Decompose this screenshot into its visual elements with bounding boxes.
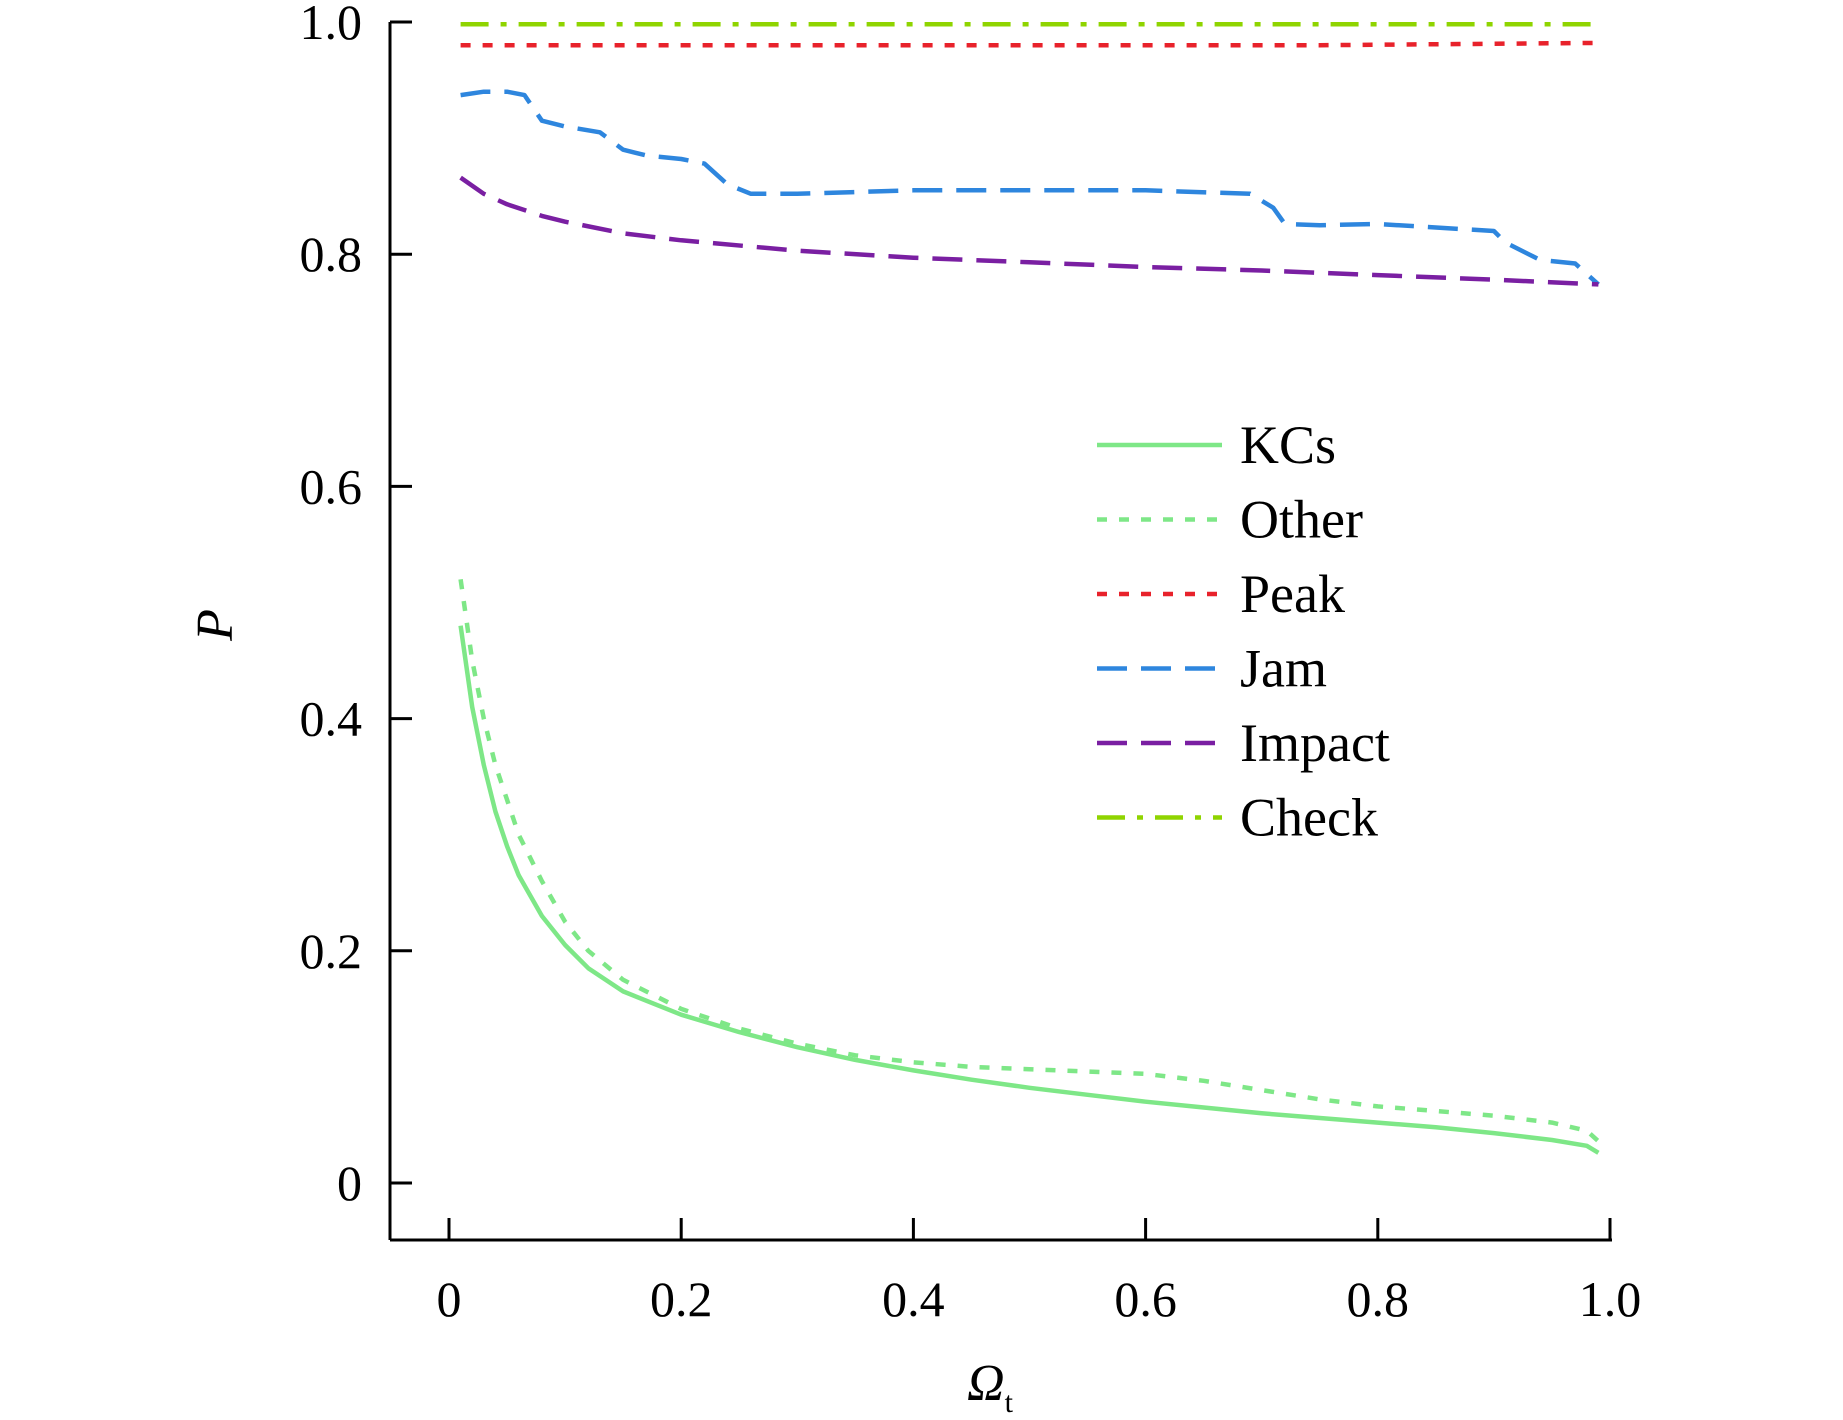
legend-item-kcs: KCs bbox=[1097, 415, 1336, 475]
legend-item-check: Check bbox=[1097, 788, 1378, 848]
x-axis-label-subscript: t bbox=[1005, 1386, 1014, 1419]
series-impact-line bbox=[459, 175, 1599, 287]
series-kcs-line bbox=[458, 625, 1600, 1155]
legend-label: Impact bbox=[1240, 713, 1390, 773]
series-jam-line bbox=[460, 89, 1600, 287]
axes bbox=[388, 22, 1612, 1242]
legend-label: KCs bbox=[1240, 415, 1336, 475]
legend-label: Jam bbox=[1240, 639, 1327, 699]
legend-label: Check bbox=[1240, 788, 1378, 848]
x-axis-label: Ωt bbox=[967, 1355, 1014, 1419]
series-other-line bbox=[458, 578, 1600, 1143]
y-ticks: 0 0.2 0.4 0.6 0.8 1.0 bbox=[300, 0, 412, 1211]
legend-item-other: Other bbox=[1097, 490, 1363, 550]
x-axis-label-main: Ω bbox=[967, 1355, 1005, 1412]
y-tick-label: 0.6 bbox=[300, 458, 363, 514]
x-tick-label: 0.8 bbox=[1347, 1271, 1410, 1327]
y-tick-label: 1.0 bbox=[300, 0, 363, 50]
x-tick-label: 0.2 bbox=[650, 1271, 713, 1327]
legend: KCs Other Peak Jam Impact Check bbox=[1097, 415, 1390, 848]
legend-label: Other bbox=[1240, 490, 1363, 550]
x-tick-label: 0.6 bbox=[1114, 1271, 1177, 1327]
y-tick-label: 0 bbox=[337, 1155, 362, 1211]
x-tick-label: 1.0 bbox=[1579, 1271, 1642, 1327]
legend-item-peak: Peak bbox=[1097, 564, 1345, 624]
y-tick-label: 0.2 bbox=[300, 923, 363, 979]
series-peak-line bbox=[460, 40, 1599, 48]
y-tick-label: 0.4 bbox=[300, 691, 363, 747]
x-tick-label: 0 bbox=[437, 1271, 462, 1327]
legend-label: Peak bbox=[1240, 564, 1345, 624]
legend-item-jam: Jam bbox=[1097, 639, 1327, 699]
y-tick-label: 0.8 bbox=[300, 226, 363, 282]
y-axis-label: P bbox=[187, 609, 244, 642]
x-tick-label: 0.4 bbox=[882, 1271, 945, 1327]
x-ticks: 0 0.2 0.4 0.6 0.8 1.0 bbox=[437, 1218, 1642, 1327]
legend-item-impact: Impact bbox=[1097, 713, 1390, 773]
series-layer bbox=[458, 22, 1600, 1155]
